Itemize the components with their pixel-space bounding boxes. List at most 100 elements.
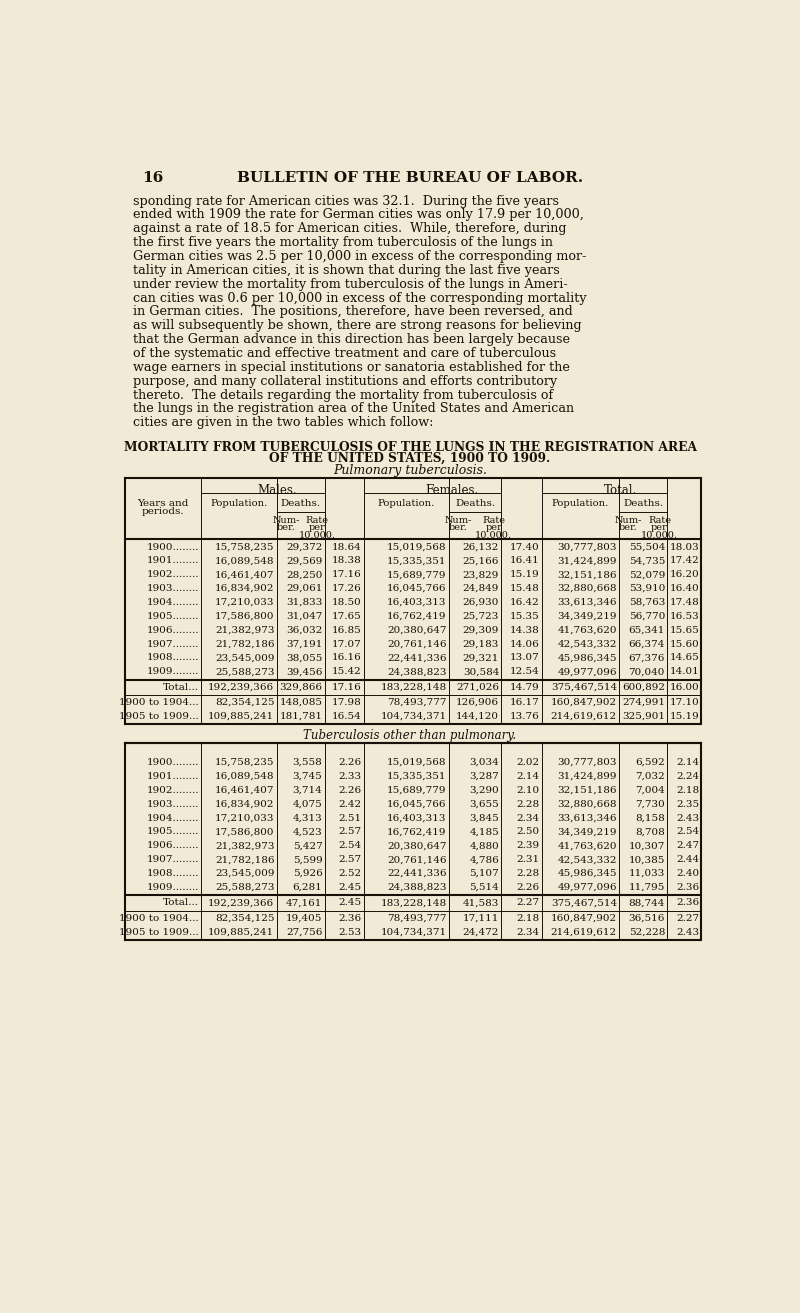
Text: 1905 to 1909...: 1905 to 1909... [119, 712, 199, 721]
Text: 4,185: 4,185 [470, 827, 499, 836]
Text: 30,584: 30,584 [462, 667, 499, 676]
Text: 16,834,902: 16,834,902 [215, 584, 274, 593]
Text: 49,977,096: 49,977,096 [558, 882, 617, 892]
Text: 10,307: 10,307 [629, 842, 665, 851]
Text: 2.34: 2.34 [516, 927, 539, 936]
Text: as will subsequently be shown, there are strong reasons for believing: as will subsequently be shown, there are… [133, 319, 581, 332]
Text: 4,880: 4,880 [470, 842, 499, 851]
Text: 18.64: 18.64 [331, 542, 361, 551]
Text: 41,583: 41,583 [462, 898, 499, 907]
Text: 126,906: 126,906 [456, 699, 499, 708]
Text: 2.57: 2.57 [338, 827, 361, 836]
Text: 36,032: 36,032 [286, 626, 322, 634]
Text: 4,313: 4,313 [293, 814, 322, 823]
Text: 2.45: 2.45 [338, 882, 361, 892]
Text: 2.33: 2.33 [338, 772, 361, 781]
Text: 3,745: 3,745 [293, 772, 322, 781]
Text: 41,763,620: 41,763,620 [558, 842, 617, 851]
Text: 1905 to 1909...: 1905 to 1909... [119, 927, 199, 936]
Text: 1909........: 1909........ [146, 667, 199, 676]
Text: 144,120: 144,120 [456, 712, 499, 721]
Text: 16,089,548: 16,089,548 [215, 557, 274, 566]
Text: 10,000.: 10,000. [641, 530, 678, 540]
Text: MORTALITY FROM TUBERCULOSIS OF THE LUNGS IN THE REGISTRATION AREA: MORTALITY FROM TUBERCULOSIS OF THE LUNGS… [123, 441, 697, 454]
Text: 1908........: 1908........ [146, 869, 199, 878]
Text: 32,151,186: 32,151,186 [558, 786, 617, 794]
Text: German cities was 2.5 per 10,000 in excess of the corresponding mor-: German cities was 2.5 per 10,000 in exce… [133, 249, 586, 263]
Text: 21,782,186: 21,782,186 [215, 855, 274, 864]
Text: 15,689,779: 15,689,779 [387, 570, 446, 579]
Text: 13.76: 13.76 [510, 712, 539, 721]
Text: Deaths.: Deaths. [623, 499, 663, 508]
Text: 17.16: 17.16 [331, 570, 361, 579]
Text: 23,829: 23,829 [462, 570, 499, 579]
Text: per: per [651, 524, 668, 532]
Text: 3,845: 3,845 [470, 814, 499, 823]
Text: 148,085: 148,085 [279, 699, 322, 708]
Text: 25,166: 25,166 [462, 557, 499, 566]
Text: 5,926: 5,926 [293, 869, 322, 878]
Text: 26,132: 26,132 [462, 542, 499, 551]
Text: 2.45: 2.45 [338, 898, 361, 907]
Text: 1905........: 1905........ [146, 612, 199, 621]
Text: 30,777,803: 30,777,803 [558, 542, 617, 551]
Text: 2.10: 2.10 [516, 786, 539, 794]
Text: under review the mortality from tuberculosis of the lungs in Ameri-: under review the mortality from tubercul… [133, 277, 567, 290]
Text: 26,930: 26,930 [462, 597, 499, 607]
Text: 38,055: 38,055 [286, 654, 322, 663]
Text: 3,290: 3,290 [470, 786, 499, 794]
Text: 47,161: 47,161 [286, 898, 322, 907]
Text: Population.: Population. [552, 499, 609, 508]
Text: Years and: Years and [137, 499, 189, 508]
Text: 2.43: 2.43 [677, 927, 700, 936]
Text: 18.03: 18.03 [670, 542, 700, 551]
Text: 15,758,235: 15,758,235 [215, 542, 274, 551]
Text: 2.51: 2.51 [338, 814, 361, 823]
Text: 1900........: 1900........ [146, 758, 199, 767]
Text: 12.54: 12.54 [510, 667, 539, 676]
Text: the lungs in the registration area of the United States and American: the lungs in the registration area of th… [133, 402, 574, 415]
Text: Total...: Total... [163, 898, 199, 907]
Text: 1909........: 1909........ [146, 882, 199, 892]
Text: 17.10: 17.10 [670, 699, 700, 708]
Text: 2.54: 2.54 [338, 842, 361, 851]
Text: 70,040: 70,040 [629, 667, 665, 676]
Text: 3,714: 3,714 [293, 786, 322, 794]
Text: 2.52: 2.52 [338, 869, 361, 878]
Text: 34,349,219: 34,349,219 [558, 827, 617, 836]
Text: 29,183: 29,183 [462, 639, 499, 649]
Text: 52,228: 52,228 [629, 927, 665, 936]
Text: 54,735: 54,735 [629, 557, 665, 566]
Text: 2.53: 2.53 [338, 927, 361, 936]
Text: 1908........: 1908........ [146, 654, 199, 663]
Text: 2.14: 2.14 [516, 772, 539, 781]
Text: 19,405: 19,405 [286, 914, 322, 923]
Text: 16,461,407: 16,461,407 [215, 786, 274, 794]
Text: 78,493,777: 78,493,777 [387, 699, 446, 708]
Text: 30,777,803: 30,777,803 [558, 758, 617, 767]
Text: purpose, and many collateral institutions and efforts contributory: purpose, and many collateral institution… [133, 374, 557, 387]
Text: 192,239,366: 192,239,366 [208, 898, 274, 907]
Text: 109,885,241: 109,885,241 [208, 927, 274, 936]
Text: 7,032: 7,032 [635, 772, 665, 781]
Text: 5,107: 5,107 [470, 869, 499, 878]
Text: 2.18: 2.18 [677, 786, 700, 794]
Text: 3,034: 3,034 [470, 758, 499, 767]
Text: 2.28: 2.28 [516, 869, 539, 878]
Text: 17,586,800: 17,586,800 [215, 827, 274, 836]
Text: can cities was 0.6 per 10,000 in excess of the corresponding mortality: can cities was 0.6 per 10,000 in excess … [133, 291, 586, 305]
Text: 16,403,313: 16,403,313 [387, 814, 446, 823]
Text: 16.54: 16.54 [331, 712, 361, 721]
Text: sponding rate for American cities was 32.1.  During the five years: sponding rate for American cities was 32… [133, 194, 558, 207]
Text: 16: 16 [142, 172, 164, 185]
Text: 32,880,668: 32,880,668 [558, 584, 617, 593]
Text: 104,734,371: 104,734,371 [380, 927, 446, 936]
Text: 29,372: 29,372 [286, 542, 322, 551]
Text: 109,885,241: 109,885,241 [208, 712, 274, 721]
Text: Rate: Rate [482, 516, 506, 525]
Text: 31,424,899: 31,424,899 [558, 772, 617, 781]
Text: 15,335,351: 15,335,351 [387, 772, 446, 781]
Text: 16,089,548: 16,089,548 [215, 772, 274, 781]
Text: 25,723: 25,723 [462, 612, 499, 621]
Text: 25,588,273: 25,588,273 [215, 882, 274, 892]
